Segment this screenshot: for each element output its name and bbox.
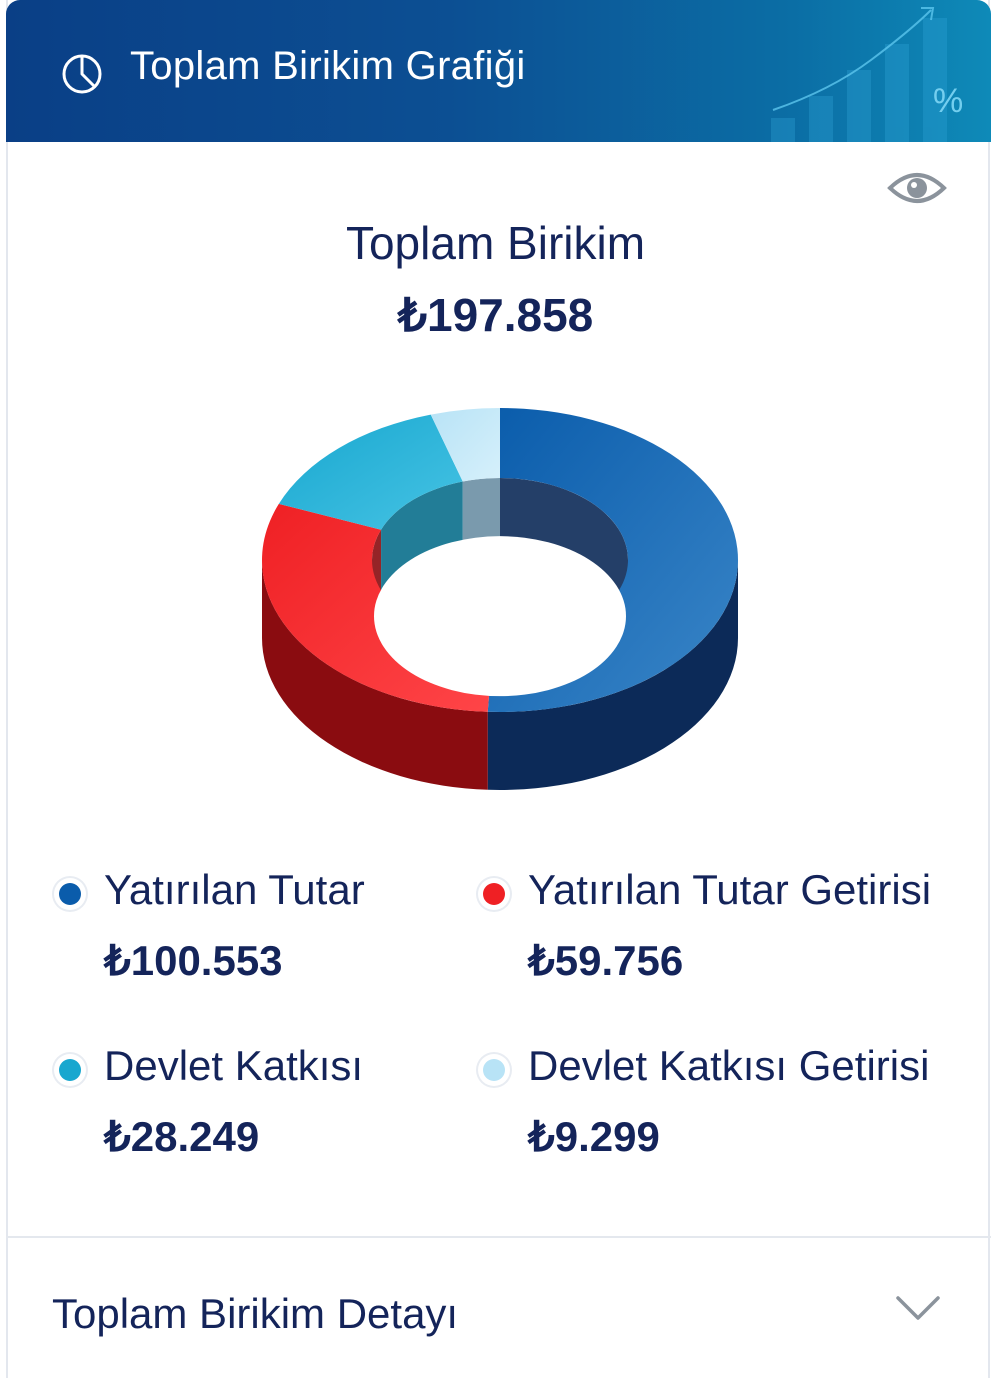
pie-chart-icon [62, 54, 102, 94]
legend-label: Yatırılan Tutar [104, 866, 365, 913]
donut-side-invested-return [262, 560, 488, 790]
legend-label: Devlet Katkısı Getirisi [528, 1042, 930, 1089]
legend-dot [476, 876, 512, 912]
savings-detail-toggle[interactable]: Toplam Birikim Detayı [52, 1290, 459, 1337]
legend-dot [476, 1052, 512, 1088]
legend-label: Yatırılan Tutar Getirisi [528, 866, 932, 913]
legend-value: ₺59.756 [528, 937, 684, 984]
legend-dot [52, 876, 88, 912]
growth-chart-decoration: % [771, 7, 963, 142]
legend-value: ₺9.299 [528, 1113, 660, 1160]
legend-value: ₺28.249 [104, 1113, 260, 1160]
legend-dot [52, 1052, 88, 1088]
eye-icon[interactable] [886, 166, 948, 210]
card-header: Toplam Birikim Grafiği % [6, 0, 991, 142]
donut-slice-state-contribution-return [430, 408, 500, 482]
legend-label: Devlet Katkısı [104, 1042, 364, 1089]
total-savings-value: ₺197.858 [397, 289, 594, 341]
svg-text:%: % [933, 82, 963, 120]
total-savings-label: Toplam Birikim [345, 217, 646, 269]
donut-slice-state-contribution [278, 414, 463, 530]
legend-value: ₺100.553 [104, 937, 283, 984]
section-divider [6, 1236, 991, 1238]
donut-side-invested-amount [487, 560, 738, 790]
savings-donut-chart [262, 408, 739, 790]
chevron-down-icon[interactable] [894, 1294, 942, 1324]
donut-hole [374, 536, 626, 697]
card-title: Toplam Birikim Grafiği [130, 44, 526, 88]
